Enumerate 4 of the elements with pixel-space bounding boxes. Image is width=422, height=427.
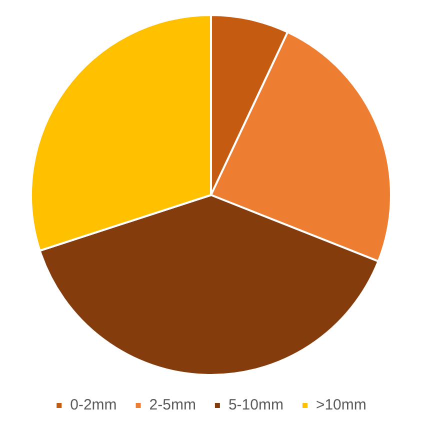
legend-label: 0-2mm bbox=[70, 396, 117, 414]
legend-label: >10mm bbox=[316, 396, 366, 414]
legend-label: 5-10mm bbox=[228, 396, 284, 414]
legend-label: 2-5mm bbox=[149, 396, 196, 414]
